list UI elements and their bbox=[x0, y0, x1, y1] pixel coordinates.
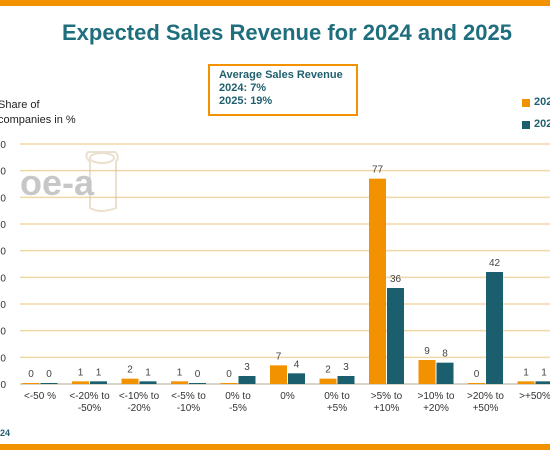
top-accent-bar bbox=[0, 0, 550, 6]
y-tick-60: 60 bbox=[0, 220, 6, 231]
average-revenue-2025: 2025: 19% bbox=[219, 95, 273, 107]
y-tick-80: 80 bbox=[0, 167, 6, 178]
legend-label-2024: 2024 bbox=[534, 96, 550, 108]
average-revenue-box: Average Sales Revenue 2024: 7% 2025: 19% bbox=[208, 64, 358, 116]
footer-text: 24 bbox=[0, 428, 11, 438]
value-label-2024-10: 1 bbox=[523, 367, 529, 378]
x-tick-label-7: >5% to +10% bbox=[371, 391, 403, 414]
value-label-2024-8: 9 bbox=[424, 346, 430, 357]
value-label-2025-8: 8 bbox=[442, 349, 448, 360]
legend-swatch-2025 bbox=[522, 121, 530, 129]
bar-2025-10 bbox=[535, 381, 550, 384]
x-tick-label-9: >20% to +50% bbox=[467, 391, 504, 414]
legend-label-2025: 2025 bbox=[534, 118, 550, 130]
y-tick-30: 30 bbox=[0, 300, 6, 311]
bar-2025-5 bbox=[288, 373, 305, 384]
value-label-2024-9: 0 bbox=[474, 369, 480, 380]
value-label-2024-1: 1 bbox=[78, 367, 84, 378]
bar-2024-1 bbox=[72, 381, 89, 384]
bar-2025-0 bbox=[40, 383, 58, 384]
y-tick-10: 10 bbox=[0, 353, 6, 364]
bar-2024-0 bbox=[22, 383, 40, 384]
bar-2025-2 bbox=[139, 381, 157, 384]
y-tick-20: 20 bbox=[0, 327, 6, 338]
bar-2024-5 bbox=[270, 365, 287, 384]
x-tick-label-6: 0% to +5% bbox=[324, 391, 350, 414]
value-label-2025-5: 4 bbox=[294, 359, 300, 370]
bar-2025-4 bbox=[238, 376, 256, 384]
value-label-2024-7: 77 bbox=[372, 165, 384, 176]
value-label-2024-0: 0 bbox=[28, 369, 34, 380]
value-label-2025-9: 42 bbox=[489, 258, 501, 269]
bar-2024-8 bbox=[418, 360, 436, 384]
value-label-2025-4: 3 bbox=[244, 362, 250, 373]
value-label-2024-2: 2 bbox=[127, 365, 133, 376]
value-label-2025-0: 0 bbox=[46, 369, 52, 380]
value-label-2024-4: 0 bbox=[226, 369, 232, 380]
bar-2025-6 bbox=[337, 376, 355, 384]
value-label-2024-5: 7 bbox=[276, 351, 282, 362]
value-label-2024-3: 1 bbox=[177, 367, 183, 378]
y-tick-90: 90 bbox=[0, 140, 6, 151]
bar-2025-7 bbox=[387, 288, 404, 384]
x-tick-label-1: <-20% to -50% bbox=[69, 391, 110, 414]
y-tick-50: 50 bbox=[0, 247, 6, 258]
x-tick-label-5: 0% bbox=[280, 391, 295, 402]
bar-2024-4 bbox=[220, 383, 238, 384]
x-tick-label-3: <-5% to -10% bbox=[171, 391, 206, 414]
value-label-2025-1: 1 bbox=[96, 367, 102, 378]
bar-2025-1 bbox=[90, 381, 107, 384]
bar-2024-9 bbox=[468, 383, 485, 384]
value-label-2024-6: 2 bbox=[325, 365, 331, 376]
bottom-accent-bar bbox=[0, 444, 550, 450]
x-tick-label-8: >10% to +20% bbox=[418, 391, 455, 414]
average-revenue-heading: Average Sales Revenue bbox=[219, 69, 343, 81]
legend-swatch-2024 bbox=[522, 99, 530, 107]
y-tick-70: 70 bbox=[0, 193, 6, 204]
average-revenue-2024: 2024: 7% bbox=[219, 82, 267, 94]
bar-2025-8 bbox=[436, 362, 454, 384]
y-axis-title: Share of companies in % bbox=[0, 99, 76, 126]
value-label-2025-10: 1 bbox=[541, 367, 547, 378]
x-tick-label-0: <-50 % bbox=[24, 391, 56, 402]
x-tick-label-10: >+50% bbox=[519, 391, 550, 402]
x-tick-label-4: 0% to -5% bbox=[225, 391, 251, 414]
x-tick-label-2: <-10% to -20% bbox=[119, 391, 160, 414]
y-tick-40: 40 bbox=[0, 273, 6, 284]
y-tick-0: 0 bbox=[0, 380, 6, 391]
bar-2025-9 bbox=[486, 272, 503, 384]
bar-2024-10 bbox=[517, 381, 535, 384]
value-label-2025-3: 0 bbox=[195, 369, 201, 380]
bar-2024-3 bbox=[171, 381, 188, 384]
value-label-2025-7: 36 bbox=[390, 274, 402, 285]
bar-2024-2 bbox=[121, 378, 139, 384]
bar-2025-3 bbox=[189, 383, 206, 384]
value-label-2025-6: 3 bbox=[343, 362, 349, 373]
value-label-2025-2: 1 bbox=[145, 367, 151, 378]
bar-2024-6 bbox=[319, 378, 337, 384]
bar-2024-7 bbox=[369, 178, 386, 384]
page-title: Expected Sales Revenue for 2024 and 2025 bbox=[61, 20, 512, 45]
